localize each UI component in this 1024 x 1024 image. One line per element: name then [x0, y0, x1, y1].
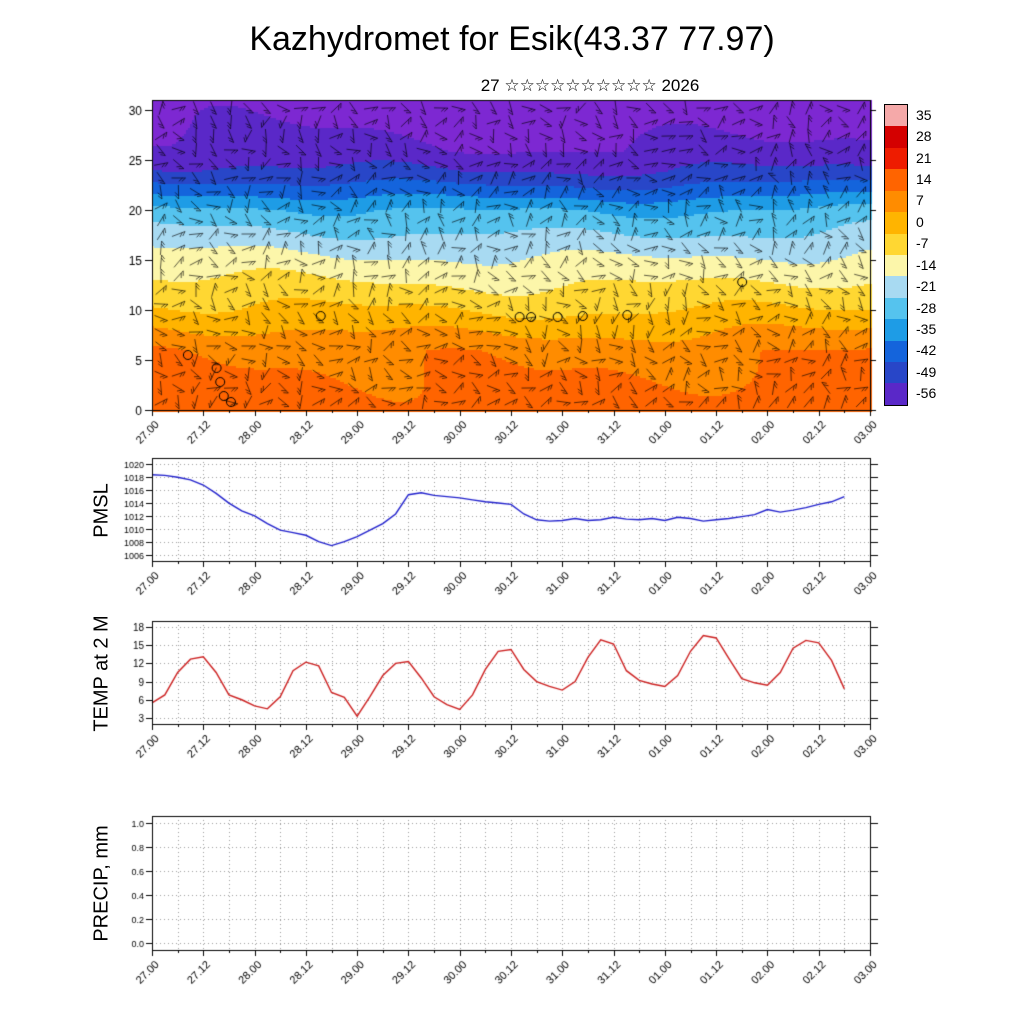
colorbar-band [885, 340, 907, 363]
colorbar-label: -35 [916, 321, 937, 337]
colorbar-label: 28 [916, 128, 932, 145]
colorbar-band [885, 254, 907, 277]
colorbar-label: 35 [916, 106, 932, 123]
colorbar-label: -49 [916, 363, 937, 380]
colorbar-label: -14 [916, 256, 937, 273]
colorbar-band [885, 105, 907, 127]
colorbar-band [885, 297, 907, 320]
colorbar-label: -21 [916, 278, 937, 295]
precip-axis-title: PRECIP, mm [90, 825, 113, 942]
colorbar-band [885, 190, 907, 213]
colorbar-band [885, 383, 907, 405]
colorbar-label: -56 [916, 385, 937, 402]
colorbar-label: -7 [916, 235, 929, 252]
colorbar-band [885, 362, 907, 384]
page-title: Kazhydromet for Esik(43.37 77.97) [249, 20, 775, 58]
colorbar-band [885, 126, 907, 148]
colorbar-band [885, 233, 907, 255]
temperature-colorbar [884, 104, 908, 406]
colorbar-band [885, 276, 907, 298]
colorbar-band [885, 212, 907, 234]
colorbar-label: -28 [916, 299, 937, 316]
colorbar-label: 21 [916, 149, 932, 166]
temp-axis-title: TEMP at 2 M [90, 615, 113, 732]
colorbar-band [885, 147, 907, 170]
colorbar-label: -42 [916, 342, 937, 359]
colorbar-label: 7 [916, 192, 924, 209]
colorbar-band [885, 169, 907, 191]
colorbar-label: 0 [916, 213, 924, 230]
colorbar-label: 14 [916, 171, 932, 187]
date-subtitle: 27 ☆☆☆☆☆☆☆☆☆☆ 2026 [480, 76, 700, 95]
colorbar-band [885, 319, 907, 341]
